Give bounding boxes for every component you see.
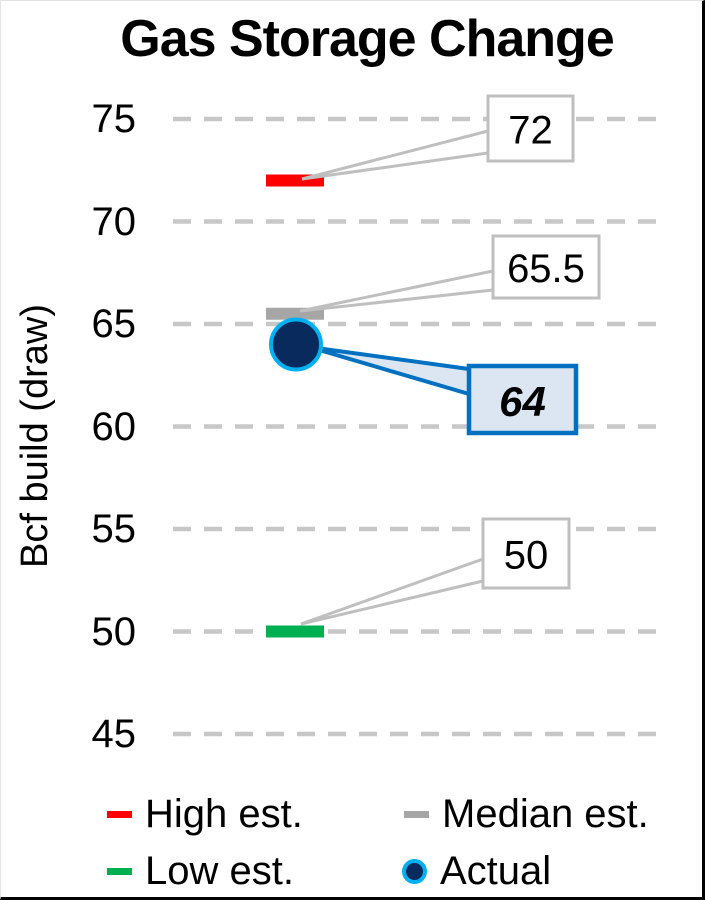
actual-circle-icon xyxy=(402,858,427,884)
low-est-marker xyxy=(266,625,324,638)
y-tick-label-60: 60 xyxy=(91,404,137,449)
actual-callout-value: 64 xyxy=(499,378,546,425)
legend-item-low-est: Low est. xyxy=(107,848,294,894)
legend-label-actual: Actual xyxy=(440,848,552,893)
median-est-callout-box xyxy=(491,234,601,300)
low-est-dash-icon xyxy=(107,867,132,875)
legend-label-low-est: Low est. xyxy=(145,848,294,893)
high-est-callout-box xyxy=(486,94,575,163)
low-est-leader-line xyxy=(300,579,484,626)
y-tick-label-50: 50 xyxy=(91,609,137,654)
legend-item-high-est: High est. xyxy=(107,791,303,837)
high-est-callout-value: 72 xyxy=(508,109,553,153)
median-est-leader-line xyxy=(299,269,494,313)
actual-callout-box xyxy=(466,363,579,436)
y-tick-label-55: 55 xyxy=(91,507,137,551)
median-est-dash-icon xyxy=(404,810,429,818)
y-tick-label-45: 45 xyxy=(91,712,137,756)
high-est-leader-line xyxy=(301,151,489,181)
low-est-callout-box xyxy=(481,517,571,590)
high-est-dash-icon xyxy=(107,810,132,818)
legend-label-median-est: Median est. xyxy=(442,791,649,836)
low-est-leader-line xyxy=(300,557,484,626)
legend-item-actual: Actual xyxy=(402,848,551,894)
legend-item-median-est: Median est. xyxy=(404,791,649,837)
actual-marker xyxy=(269,317,323,372)
median-est-leader-line xyxy=(299,288,494,313)
high-est-leader-line xyxy=(301,129,489,181)
low-est-callout-value: 50 xyxy=(504,534,549,578)
median-est-callout-value: 65.5 xyxy=(507,247,585,291)
y-tick-label-65: 65 xyxy=(91,302,137,346)
legend-label-high-est: High est. xyxy=(145,791,303,836)
y-tick-label-75: 75 xyxy=(91,97,137,141)
actual-leader-wedge xyxy=(308,345,471,397)
chart-title: Gas Storage Change xyxy=(120,10,614,68)
y-tick-label-70: 70 xyxy=(91,199,137,244)
